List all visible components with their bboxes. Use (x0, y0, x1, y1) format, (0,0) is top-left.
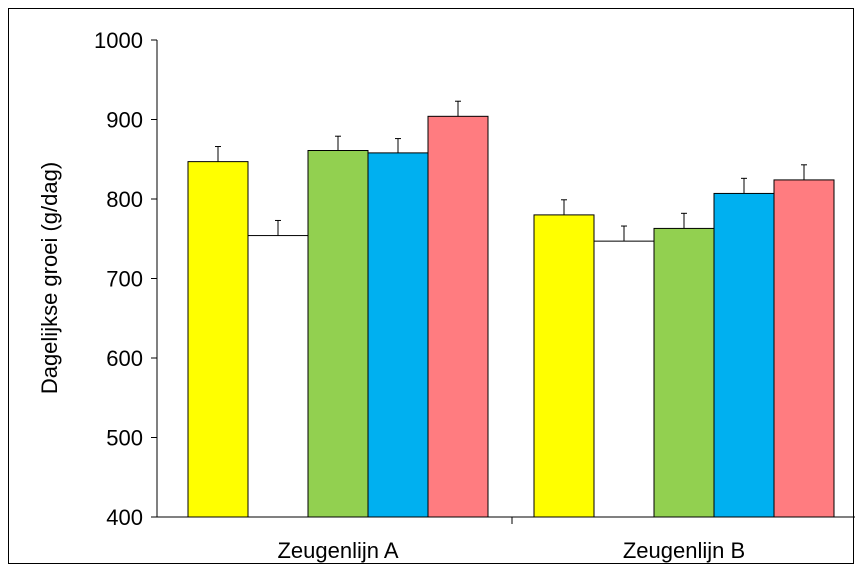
bar-2-5 (773, 179, 835, 518)
y-tick-label: 700 (106, 267, 143, 292)
bar-1-1 (187, 161, 249, 518)
y-tick-label: 900 (106, 108, 143, 133)
y-tick-label: 1000 (94, 28, 143, 53)
y-tick-label: 500 (106, 426, 143, 451)
bars-group (187, 115, 835, 518)
bar-1-3 (307, 150, 369, 518)
x-category-label: Zeugenlijn B (623, 538, 745, 563)
x-category-label: Zeugenlijn A (277, 538, 398, 563)
bar-1-5 (427, 115, 489, 518)
y-tick-label: 400 (106, 505, 143, 530)
bar-2-4 (713, 192, 775, 518)
bar-2-2 (593, 240, 655, 518)
axes-group: 400 500 600 700 800 900 1000 Zeugenlijn A Zeugen… (94, 28, 855, 563)
bar-1-4 (367, 152, 429, 518)
y-tick-label: 800 (106, 187, 143, 212)
bar-2-1 (533, 214, 595, 518)
bar-1-2 (247, 235, 309, 518)
y-axis-title: Dagelijkse groei (g/dag) (37, 162, 62, 394)
error-bars-group (215, 100, 807, 242)
bar-2-3 (653, 227, 715, 518)
y-tick-label: 600 (106, 346, 143, 371)
